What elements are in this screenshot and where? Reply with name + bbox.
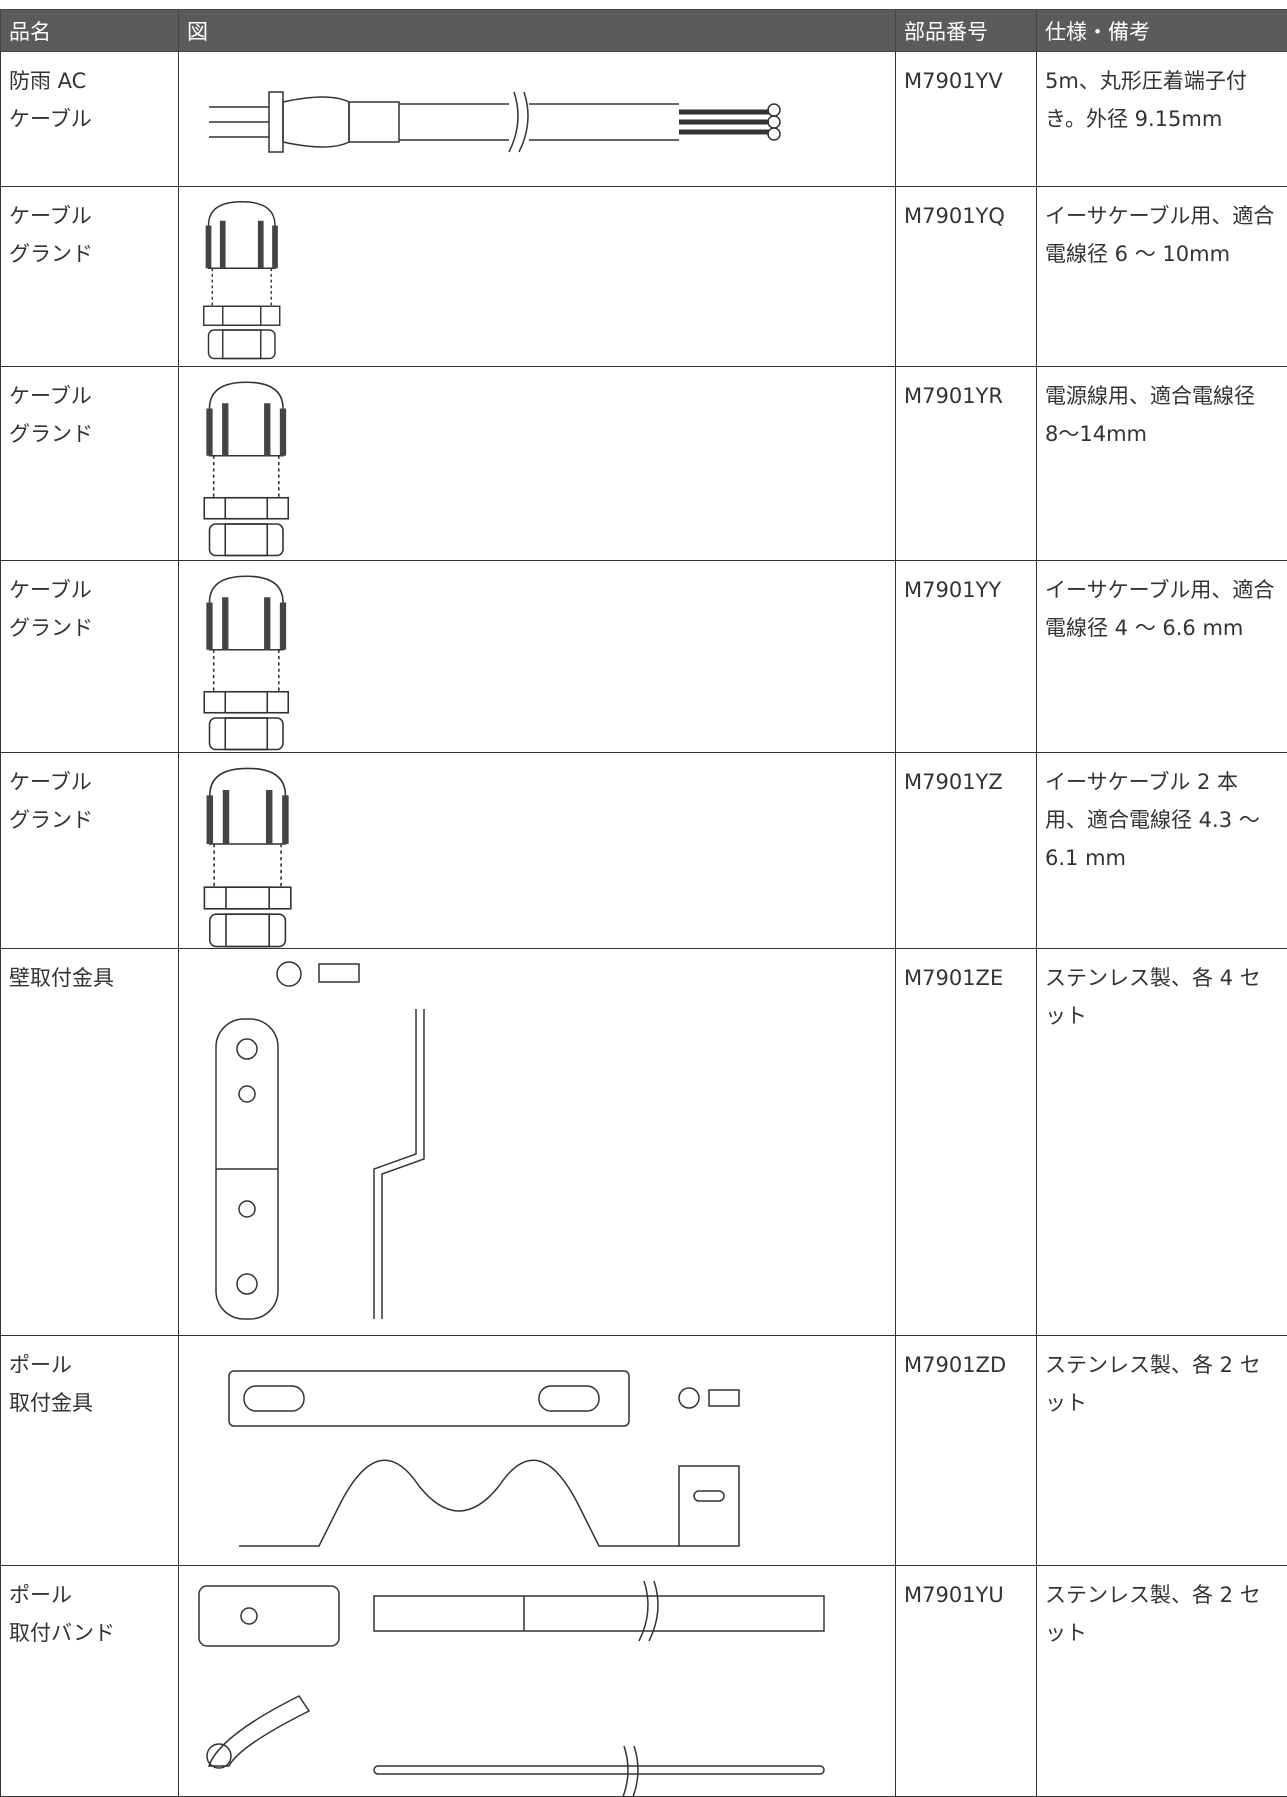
part-illustration: [179, 52, 896, 186]
spec-cell: ステンレス製、各 4 セット: [1037, 949, 1287, 1336]
name-line: グランド: [9, 808, 93, 832]
name-line: 取付金具: [9, 1391, 93, 1415]
name-line: 取付バンド: [9, 1621, 115, 1645]
figure-cell: [179, 187, 896, 367]
spec-cell: ステンレス製、各 2 セット: [1037, 1566, 1287, 1797]
name-cell: ポール取付金具: [1, 1336, 179, 1566]
figure-cell: [179, 561, 896, 753]
header-cell: 図: [179, 10, 896, 52]
figure-cell: [179, 753, 896, 949]
name-line: ポール: [9, 1583, 72, 1607]
name-line: グランド: [9, 242, 93, 266]
figure-cell: [179, 52, 896, 187]
part-illustration: [179, 1336, 896, 1565]
part-illustration: [179, 367, 896, 560]
part-number: M7901YR: [896, 367, 1037, 561]
spec-cell: イーサケーブル用、適合電線径 4 〜 6.6 mm: [1037, 561, 1287, 753]
header-cell: 品名: [1, 10, 179, 52]
name-cell: ポール取付バンド: [1, 1566, 179, 1797]
spec-cell: 電源線用、適合電線径 8〜14mm: [1037, 367, 1287, 561]
name-line: ケーブル: [9, 770, 92, 794]
name-line: ケーブル: [9, 107, 92, 131]
name-cell: ケーブルグランド: [1, 367, 179, 561]
name-line: ポール: [9, 1353, 72, 1377]
header-cell: 部品番号: [896, 10, 1037, 52]
part-number: M7901YQ: [896, 187, 1037, 367]
part-number: M7901ZE: [896, 949, 1037, 1336]
part-illustration: [179, 753, 896, 948]
name-cell: ケーブルグランド: [1, 561, 179, 753]
part-number: M7901YV: [896, 52, 1037, 187]
name-line: グランド: [9, 422, 93, 446]
figure-cell: [179, 1336, 896, 1566]
name-cell: ケーブルグランド: [1, 187, 179, 367]
part-number: M7901YY: [896, 561, 1037, 753]
name-line: 防雨 AC: [9, 69, 86, 93]
name-line: ケーブル: [9, 384, 92, 408]
part-illustration: [179, 187, 896, 366]
spec-cell: イーサケーブル用、適合電線径 6 〜 10mm: [1037, 187, 1287, 367]
name-line: ケーブル: [9, 204, 92, 228]
header-row: 品名図部品番号仕様・備考: [1, 10, 1287, 52]
spec-cell: ステンレス製、各 2 セット: [1037, 1336, 1287, 1566]
part-number: M7901YU: [896, 1566, 1037, 1797]
part-number: M7901ZD: [896, 1336, 1037, 1566]
name-line: 壁取付金具: [9, 966, 114, 990]
figure-cell: [179, 367, 896, 561]
name-cell: ケーブルグランド: [1, 753, 179, 949]
name-line: グランド: [9, 616, 93, 640]
part-illustration: [179, 1566, 896, 1796]
part-illustration: [179, 561, 896, 752]
name-cell: 防雨 AC ケーブル: [1, 52, 179, 187]
figure-cell: [179, 949, 896, 1336]
part-number: M7901YZ: [896, 753, 1037, 949]
name-cell: 壁取付金具: [1, 949, 179, 1336]
name-line: ケーブル: [9, 578, 92, 602]
part-illustration: [179, 949, 896, 1335]
spec-cell: イーサケーブル 2 本用、適合電線径 4.3 〜 6.1 mm: [1037, 753, 1287, 949]
spec-cell: 5m、丸形圧着端子付き。外径 9.15mm: [1037, 52, 1287, 187]
figure-cell: [179, 1566, 896, 1797]
header-cell: 仕様・備考: [1037, 10, 1287, 52]
